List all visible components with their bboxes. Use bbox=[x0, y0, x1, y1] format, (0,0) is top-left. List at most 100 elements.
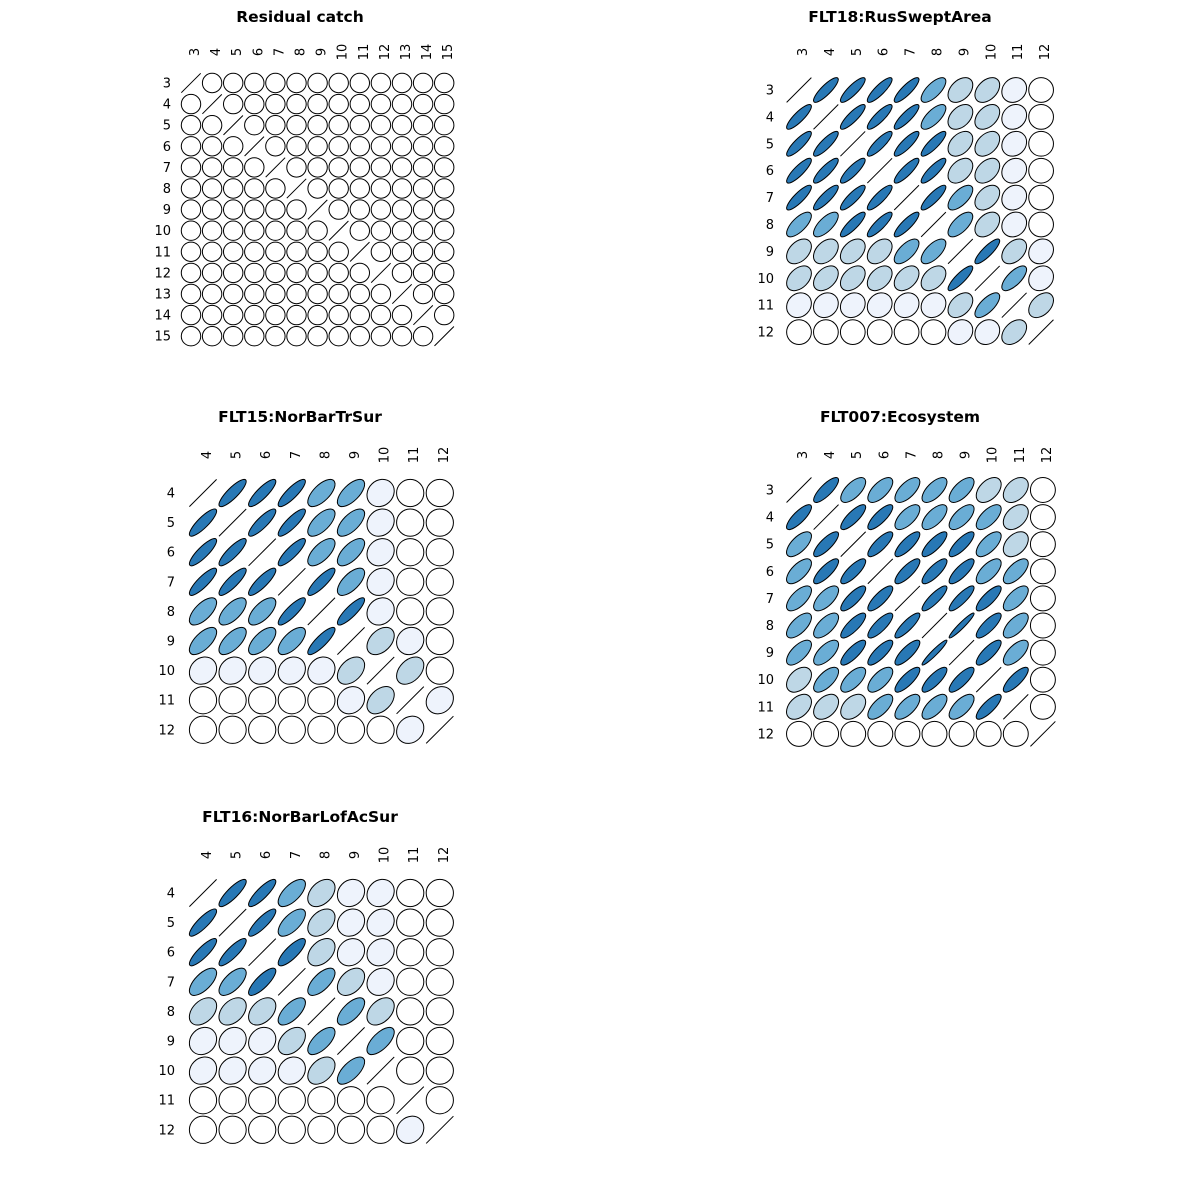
correlation-ellipse bbox=[336, 878, 366, 908]
correlation-ellipse bbox=[218, 538, 247, 567]
diagonal-line-mark bbox=[1030, 721, 1056, 747]
correlation-ellipse bbox=[307, 508, 336, 537]
correlation-ellipse bbox=[277, 938, 306, 967]
correlation-ellipse bbox=[349, 178, 371, 199]
correlation-ellipse bbox=[328, 283, 349, 305]
correlation-ellipse bbox=[366, 967, 395, 996]
row-tick-label: 8 bbox=[167, 1005, 175, 1020]
correlation-ellipse bbox=[307, 283, 328, 305]
correlation-ellipse bbox=[1028, 292, 1054, 319]
correlation-ellipse bbox=[370, 93, 392, 115]
diagonal-line-mark bbox=[307, 597, 336, 626]
correlation-ellipse bbox=[349, 304, 371, 326]
correlation-ellipse bbox=[277, 508, 306, 537]
correlation-ellipse bbox=[425, 878, 454, 908]
correlation-ellipse bbox=[328, 114, 349, 136]
column-tick-label: 10 bbox=[984, 44, 999, 61]
correlation-ellipse bbox=[244, 262, 265, 284]
correlation-ellipse bbox=[248, 908, 277, 937]
correlation-ellipse bbox=[867, 639, 894, 666]
correlation-ellipse bbox=[265, 72, 286, 94]
diagonal-line-mark bbox=[947, 238, 974, 265]
row-tick-label: 12 bbox=[158, 1123, 175, 1138]
correlation-ellipse bbox=[1028, 157, 1054, 184]
column-tick-label: 8 bbox=[932, 451, 947, 459]
correlation-ellipse bbox=[425, 1026, 454, 1056]
correlation-ellipse bbox=[286, 283, 307, 305]
diagonal-line-mark bbox=[277, 967, 306, 996]
correlation-ellipse bbox=[1029, 504, 1056, 531]
column-tick-label: 10 bbox=[336, 44, 351, 61]
correlation-ellipse bbox=[349, 283, 371, 305]
correlation-ellipse bbox=[307, 114, 328, 136]
row-tick-label: 9 bbox=[167, 635, 175, 650]
correlation-ellipse bbox=[265, 93, 286, 115]
correlation-ellipse bbox=[813, 157, 839, 184]
correlation-ellipse bbox=[894, 693, 921, 720]
correlation-ellipse bbox=[222, 220, 244, 241]
correlation-ellipse bbox=[1029, 531, 1056, 558]
correlation-ellipse bbox=[307, 478, 336, 508]
correlation-ellipse bbox=[188, 1056, 218, 1085]
correlation-ellipse bbox=[248, 997, 277, 1026]
diagonal-line-mark bbox=[366, 1056, 395, 1085]
correlation-ellipse bbox=[391, 157, 413, 178]
correlation-ellipse bbox=[975, 558, 1002, 585]
column-tick-label: 8 bbox=[318, 451, 333, 459]
correlation-ellipse bbox=[840, 558, 867, 585]
correlation-ellipse bbox=[396, 878, 425, 908]
column-tick-label: 7 bbox=[904, 451, 919, 459]
correlation-ellipse bbox=[1029, 477, 1056, 503]
correlation-ellipse bbox=[265, 325, 286, 347]
column-tick-label: 12 bbox=[437, 447, 452, 464]
diagonal-line-mark bbox=[218, 908, 247, 937]
diagonal-line-mark bbox=[840, 131, 866, 157]
correlation-ellipse bbox=[188, 538, 218, 567]
correlation-ellipse bbox=[328, 262, 349, 284]
correlation-ellipse bbox=[248, 967, 277, 996]
correlation-ellipse bbox=[1001, 104, 1028, 130]
correlation-ellipse bbox=[840, 720, 867, 747]
correlation-ellipse bbox=[433, 136, 455, 157]
correlation-ellipse bbox=[180, 220, 202, 241]
correlation-ellipse bbox=[840, 477, 867, 503]
correlation-ellipse bbox=[921, 666, 948, 693]
correlation-ellipse bbox=[370, 114, 392, 136]
correlation-ellipse bbox=[336, 567, 366, 596]
row-tick-label: 11 bbox=[757, 299, 774, 314]
correlation-ellipse bbox=[412, 93, 434, 115]
panel-title: FLT15:NorBarTrSur bbox=[218, 408, 382, 426]
correlation-ellipse bbox=[893, 265, 920, 292]
correlation-ellipse bbox=[248, 656, 277, 685]
correlation-ellipse bbox=[370, 157, 392, 178]
correlation-ellipse bbox=[277, 1056, 306, 1085]
correlation-ellipse bbox=[277, 597, 306, 626]
correlation-ellipse bbox=[248, 508, 277, 537]
correlation-ellipse bbox=[920, 157, 947, 184]
correlation-ellipse bbox=[188, 908, 218, 937]
correlation-ellipse bbox=[349, 136, 371, 157]
correlation-ellipse bbox=[1028, 77, 1054, 103]
correlation-ellipse bbox=[391, 72, 413, 94]
correlation-ellipse bbox=[248, 1056, 277, 1085]
correlation-ellipse bbox=[307, 967, 336, 996]
correlation-ellipse bbox=[201, 199, 223, 220]
column-tick-label: 5 bbox=[850, 48, 865, 56]
row-tick-label: 5 bbox=[167, 916, 175, 931]
column-tick-label: 3 bbox=[796, 48, 811, 56]
correlation-ellipse bbox=[839, 211, 866, 238]
correlation-ellipse bbox=[307, 325, 328, 347]
correlation-ellipse bbox=[947, 319, 974, 345]
correlation-ellipse bbox=[222, 93, 244, 115]
column-tick-label: 7 bbox=[289, 451, 304, 459]
correlation-ellipse bbox=[1001, 157, 1028, 184]
correlation-panel: FLT18:RusSweptArea 3 4 5 6 7 8 9 10 11 12 3 4 5 6 7 8 9 10… bbox=[757, 8, 1054, 345]
column-tick-label: 10 bbox=[378, 447, 393, 464]
correlation-ellipse bbox=[188, 997, 218, 1026]
row-tick-label: 9 bbox=[766, 245, 774, 260]
column-tick-label: 11 bbox=[407, 847, 422, 864]
correlation-ellipse bbox=[188, 656, 218, 685]
row-tick-label: 5 bbox=[766, 137, 774, 152]
correlation-ellipse bbox=[412, 199, 434, 220]
column-tick-label: 10 bbox=[986, 447, 1001, 464]
